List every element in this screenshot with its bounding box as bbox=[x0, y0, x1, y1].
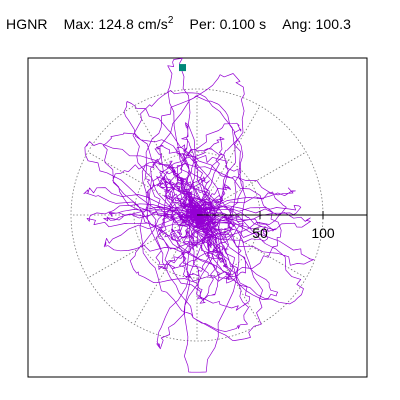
angle-value: 100.3 bbox=[315, 16, 351, 32]
grid-spoke-60 bbox=[196, 105, 261, 216]
chart-header: HGNR Max: 124.8 cm/s2 Per: 0.100 s Ang: … bbox=[6, 15, 351, 33]
radial-tick-label-100: 100 bbox=[311, 225, 335, 241]
grid-spoke-30 bbox=[196, 151, 307, 216]
peak-marker bbox=[179, 64, 187, 72]
max-value: 124.8 cm/s bbox=[98, 16, 168, 32]
plot-frame bbox=[27, 57, 368, 378]
radial-axis: 50 100 bbox=[197, 211, 367, 241]
max-label: Max: bbox=[63, 16, 95, 32]
angle-label: Ang: bbox=[282, 16, 312, 32]
period-value: 0.100 s bbox=[219, 16, 267, 32]
radial-tick-label-50: 50 bbox=[252, 225, 268, 241]
grid-spoke-150 bbox=[87, 151, 198, 216]
period-label: Per: bbox=[189, 16, 216, 32]
station-code: HGNR bbox=[6, 16, 48, 32]
particle-motion-trace bbox=[83, 58, 315, 373]
max-unit-exponent: 2 bbox=[167, 15, 174, 26]
orbit-trace-path bbox=[83, 58, 315, 373]
peak-marker-group bbox=[179, 64, 187, 72]
